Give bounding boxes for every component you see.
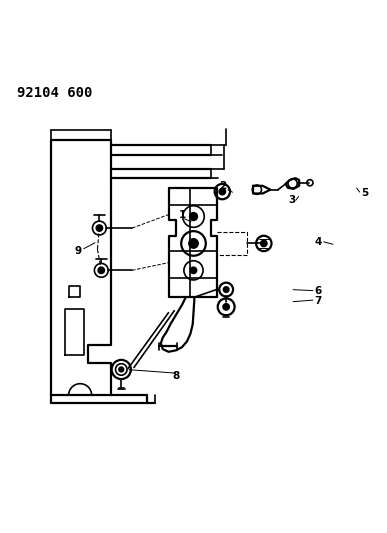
- Text: 4: 4: [315, 237, 322, 247]
- Text: 9: 9: [75, 246, 82, 256]
- Circle shape: [190, 267, 197, 273]
- Text: 3: 3: [288, 196, 295, 205]
- Circle shape: [98, 267, 104, 273]
- Circle shape: [261, 240, 267, 247]
- Circle shape: [223, 304, 229, 310]
- Text: 7: 7: [315, 296, 322, 306]
- Text: 1: 1: [178, 209, 186, 220]
- Text: 5: 5: [361, 189, 368, 198]
- Text: 2: 2: [219, 181, 226, 191]
- Circle shape: [223, 287, 229, 292]
- Circle shape: [219, 189, 225, 195]
- Circle shape: [189, 239, 198, 248]
- Circle shape: [119, 367, 123, 372]
- Text: 92104 600: 92104 600: [17, 86, 92, 100]
- Text: 8: 8: [173, 371, 180, 381]
- Text: 6: 6: [315, 286, 322, 296]
- Circle shape: [96, 225, 103, 231]
- Circle shape: [190, 213, 197, 220]
